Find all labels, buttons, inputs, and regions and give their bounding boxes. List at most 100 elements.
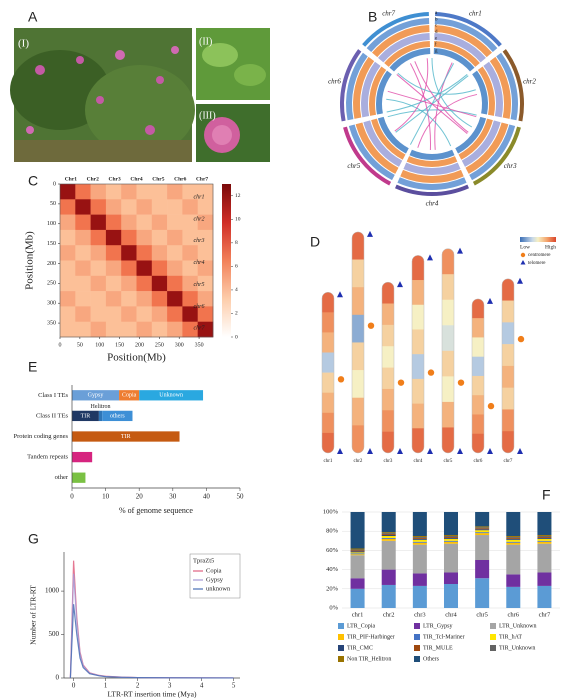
chromosome-arc: [340, 49, 362, 122]
bar-segment: [381, 538, 396, 541]
colorbar-tick-label: 10: [235, 217, 241, 223]
chromosome-arc: [472, 126, 521, 186]
telomere: [427, 448, 433, 454]
density-band: [322, 312, 334, 333]
heat-cell: [90, 321, 107, 338]
density-band: [352, 397, 364, 426]
heat-cell: [90, 291, 107, 307]
chromosome-outline: [441, 248, 455, 454]
colorbar-tick-label: 6: [235, 264, 238, 270]
density-band: [442, 248, 454, 275]
density-band: [442, 274, 454, 301]
track-ring: [433, 48, 475, 72]
centromere: [457, 379, 465, 386]
legend-swatch: [338, 623, 344, 629]
centromere: [427, 369, 435, 376]
y-tick-label: 50: [50, 201, 56, 207]
x-tick-label: chr5: [476, 611, 488, 618]
heat-cell: [136, 260, 153, 277]
heat-cell: [90, 306, 107, 322]
density-band: [442, 376, 454, 403]
x-tick-label: chr1: [352, 611, 364, 618]
bar-segment: [537, 538, 552, 541]
heat-cell: [182, 229, 198, 246]
bar-segment: [350, 588, 365, 608]
legend-label: TIR_CMC: [347, 645, 373, 651]
heat-cell: [136, 184, 153, 200]
heat-cell: [197, 291, 214, 307]
link: [386, 74, 468, 113]
bar-segment: [537, 585, 552, 608]
series-line: [69, 604, 234, 679]
legend-swatch: [338, 656, 344, 662]
segment-label: Helitron: [91, 404, 111, 410]
y-tick-label: 1000: [45, 587, 60, 595]
x-tick-label: 3: [168, 682, 172, 690]
panel-label: C: [28, 173, 38, 189]
bar-segment: [506, 536, 521, 538]
bar-segment: [381, 534, 396, 536]
density-band: [322, 292, 334, 313]
telomere: [487, 297, 493, 304]
x-tick-label: 0: [70, 493, 74, 501]
centromere: [487, 402, 495, 410]
x-tick-label: 20: [136, 493, 144, 501]
heat-cell: [105, 199, 122, 215]
density-band: [442, 299, 454, 326]
heat-cell: [197, 184, 214, 200]
x-tick-label: 100: [95, 342, 104, 348]
heat-cell: [182, 275, 198, 292]
bar-segment: [475, 578, 490, 608]
telomere: [457, 247, 463, 254]
heat-cell: [121, 306, 137, 322]
chromosome: [472, 298, 484, 453]
heat-cell: [136, 214, 153, 231]
column-label: Chr3: [109, 176, 121, 182]
bar-segment: [72, 431, 180, 442]
track-ring: [389, 48, 431, 72]
bar-segment: [102, 410, 133, 422]
x-axis-label: % of genome sequence: [119, 506, 193, 515]
bar-segment: [98, 410, 103, 422]
heat-cell: [197, 199, 214, 215]
heat-cell: [60, 184, 76, 200]
heat-cell: [105, 275, 122, 292]
x-tick-label: 300: [175, 342, 184, 348]
bar-segment: [381, 532, 396, 534]
heat-cell: [151, 184, 168, 200]
bar-segment: [381, 536, 396, 538]
bar-segment: [350, 551, 365, 553]
row-label: chr4: [194, 259, 205, 266]
track-ring: [369, 66, 387, 116]
legend-swatch: [490, 634, 496, 640]
bar-segment: [412, 539, 427, 542]
density-band: [322, 332, 334, 353]
track-ring: [377, 116, 409, 154]
bar-segment: [350, 512, 365, 549]
track-ring: [469, 124, 516, 181]
panel-label: D: [310, 234, 320, 250]
heat-cell: [60, 260, 76, 277]
legend-label: Copia: [206, 567, 222, 574]
heat-cell: [197, 260, 214, 277]
density-band: [352, 287, 364, 316]
x-tick-label: 150: [115, 342, 124, 348]
density-band: [442, 401, 454, 428]
row-label: chr1: [194, 194, 205, 200]
photo-label: (III): [199, 110, 216, 121]
heat-cell: [105, 229, 122, 246]
heat-cell: [167, 229, 183, 246]
track-ring: [434, 18, 498, 52]
bar-segment: [350, 554, 365, 556]
chromosome: [502, 278, 514, 453]
colorbar-tick-label: 12: [235, 193, 241, 199]
chromosome: [322, 292, 334, 454]
x-tick-label: 50: [77, 342, 83, 348]
bar-segment: [537, 541, 552, 544]
y-axis-label: Number of LTR-RT: [29, 585, 38, 645]
heat-cell: [60, 245, 76, 261]
track-ring: [361, 61, 381, 118]
telomere: [397, 448, 403, 454]
bar-segment: [72, 472, 86, 483]
